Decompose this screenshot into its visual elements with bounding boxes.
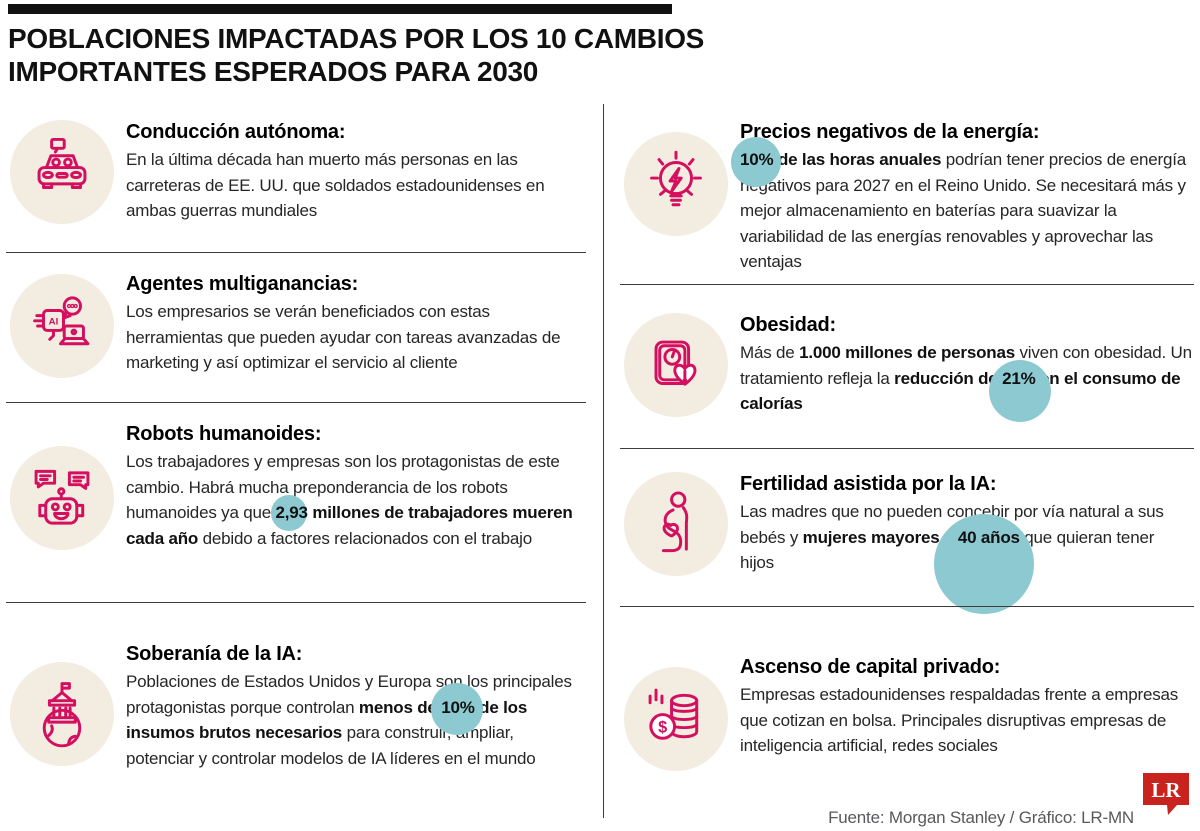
column-divider bbox=[603, 104, 604, 818]
item-heading: Obesidad: bbox=[740, 314, 836, 336]
lightbulb-bolt-icon bbox=[624, 132, 728, 236]
highlighted-stat: 10% bbox=[740, 150, 774, 169]
source-credit: Fuente: Morgan Stanley / Gráfico: LR-MN bbox=[828, 808, 1134, 827]
item-heading: Soberanía de la IA: bbox=[126, 643, 303, 665]
divider bbox=[6, 602, 586, 603]
item-text: Precios negativos de la energía: 10% de … bbox=[740, 120, 1192, 275]
text-run: 1.000 millones de personas bbox=[799, 343, 1015, 362]
item-text: Obesidad: Más de 1.000 millones de perso… bbox=[740, 313, 1192, 417]
item-description: Los trabajadores y empresas son los prot… bbox=[126, 449, 578, 551]
scale-heart-icon bbox=[624, 313, 728, 417]
item-description: Las madres que no pueden concebir por ví… bbox=[740, 499, 1192, 576]
divider bbox=[620, 284, 1194, 285]
divider bbox=[620, 606, 1194, 607]
highlighted-stat: 10% bbox=[441, 697, 475, 717]
item-text: Agentes multiganancias: Los empresarios … bbox=[126, 272, 578, 378]
item-robots-humanoides: Robots humanoides: Los trabajadores y em… bbox=[10, 422, 578, 551]
text-run: Más de bbox=[740, 343, 800, 362]
text-run: debido a factores relacionados con el tr… bbox=[198, 528, 533, 548]
item-conduccion-autonoma: Conducción autónoma: En la última década… bbox=[10, 120, 578, 224]
coins-dollar-icon: $ bbox=[624, 667, 728, 771]
lightbulb-bolt-icon-svg bbox=[650, 150, 702, 207]
capitol-globe-icon-svg bbox=[42, 682, 82, 748]
text-run: millones de trabajadores mueren cada año bbox=[126, 503, 578, 548]
item-description: Más de 1.000 millones de personas viven … bbox=[740, 340, 1192, 417]
text-run: que quieran tener hijos bbox=[740, 527, 1159, 573]
item-heading: Fertilidad asistida por la IA: bbox=[740, 473, 997, 495]
item-heading: Precios negativos de la energía: bbox=[740, 121, 1040, 143]
item-text: Robots humanoides: Los trabajadores y em… bbox=[126, 422, 578, 551]
item-text: Ascenso de capital privado: Empresas est… bbox=[740, 655, 1192, 771]
ai-agent-icon-svg: AI bbox=[33, 296, 90, 346]
text-run: viven con obesidad. Un tratamiento refle… bbox=[740, 343, 1197, 388]
highlighted-stat: 2,93 bbox=[275, 503, 308, 522]
item-description: Los empresarios se verán beneficiados co… bbox=[126, 299, 578, 376]
title-line2: IMPORTANTES ESPERADOS PARA 2030 bbox=[8, 56, 539, 87]
divider bbox=[6, 252, 586, 253]
ai-agent-icon: AI bbox=[10, 274, 114, 378]
title-accent-bar bbox=[8, 4, 672, 14]
text-run: Empresas estadounidenses respaldadas fre… bbox=[740, 685, 1183, 755]
item-heading: Conducción autónoma: bbox=[126, 121, 346, 143]
item-description: 10% de las horas anuales podrían tener p… bbox=[740, 147, 1192, 275]
text-run: menos de bbox=[358, 697, 442, 717]
item-text: Fertilidad asistida por la IA: Las madre… bbox=[740, 472, 1192, 576]
text-run: Poblaciones de Estados Unidos y Europa s… bbox=[126, 672, 577, 717]
robot-icon bbox=[10, 446, 114, 550]
text-run: para construir, ampliar, potenciar y con… bbox=[126, 723, 536, 768]
car-icon bbox=[10, 120, 114, 224]
highlighted-stat: 40 años bbox=[957, 527, 1020, 547]
item-text: Soberanía de la IA: Poblaciones de Estad… bbox=[126, 642, 578, 771]
highlighted-stat: 21% bbox=[1002, 368, 1036, 388]
item-heading: Agentes multiganancias: bbox=[126, 273, 359, 295]
text-run: En la última década han muerto más perso… bbox=[126, 150, 549, 220]
capitol-globe-icon bbox=[10, 662, 114, 766]
coins-dollar-icon-svg: $ bbox=[648, 688, 699, 740]
title-line1: POBLACIONES IMPACTADAS POR LOS 10 CAMBIO… bbox=[8, 23, 705, 54]
item-soberania-ia: Soberanía de la IA: Poblaciones de Estad… bbox=[10, 642, 578, 771]
divider bbox=[6, 402, 586, 403]
text-run: reducción de bbox=[894, 368, 1003, 388]
ai-chip-label: AI bbox=[49, 317, 59, 328]
scale-heart-icon-svg bbox=[654, 340, 697, 386]
item-precios-negativos-energia: Precios negativos de la energía: 10% de … bbox=[624, 120, 1192, 275]
item-heading: Robots humanoides: bbox=[126, 423, 322, 445]
robot-icon-svg bbox=[34, 469, 90, 525]
item-description: Empresas estadounidenses respaldadas fre… bbox=[740, 682, 1192, 759]
text-run: mujeres mayores a bbox=[802, 527, 958, 547]
item-fertilidad-asistida-ia: Fertilidad asistida por la IA: Las madre… bbox=[624, 472, 1192, 576]
text-run: Los trabajadores y empresas son los prot… bbox=[126, 452, 565, 522]
text-run: Las madres que no pueden concebir por ví… bbox=[740, 502, 1169, 547]
car-icon-svg bbox=[37, 137, 87, 190]
pregnant-woman-icon-svg bbox=[661, 491, 689, 553]
item-ascenso-capital-privado: $ Ascenso de capital privado: Empresas e… bbox=[624, 655, 1192, 771]
item-description: Poblaciones de Estados Unidos y Europa s… bbox=[126, 669, 578, 771]
item-text: Conducción autónoma: En la última década… bbox=[126, 120, 578, 224]
item-heading: Ascenso de capital privado: bbox=[740, 656, 1001, 678]
item-agentes-multiganancias: AI Agentes multiganancias: Los empresari… bbox=[10, 272, 578, 378]
text-run: de las horas anuales bbox=[773, 150, 942, 169]
item-obesidad: Obesidad: Más de 1.000 millones de perso… bbox=[624, 313, 1192, 417]
lr-logo-svg: LR bbox=[1143, 773, 1189, 815]
page-title: POBLACIONES IMPACTADAS POR LOS 10 CAMBIO… bbox=[8, 22, 704, 88]
text-run: podrían tener precios de energía negativ… bbox=[740, 150, 1191, 271]
dollar-sign-label: $ bbox=[658, 718, 667, 736]
lr-logo-text: LR bbox=[1151, 778, 1181, 802]
pregnant-woman-icon bbox=[624, 472, 728, 576]
item-description: En la última década han muerto más perso… bbox=[126, 147, 578, 224]
text-run: Los empresarios se verán beneficiados co… bbox=[126, 302, 565, 372]
text-run: de los insumos brutos necesarios bbox=[126, 697, 532, 743]
lr-logo: LR bbox=[1142, 772, 1190, 821]
divider bbox=[620, 448, 1194, 449]
